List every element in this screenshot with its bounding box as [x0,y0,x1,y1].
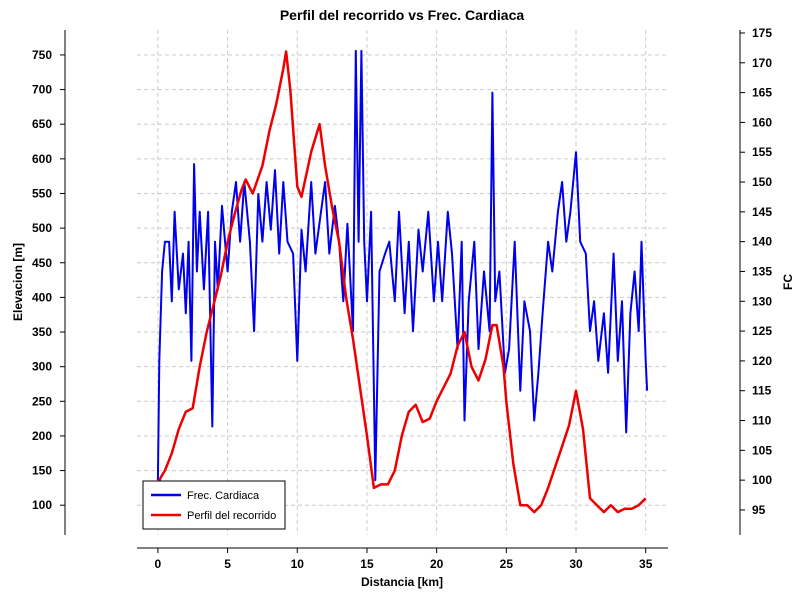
legend-box [142,480,286,530]
y-tick-label: 100 [32,498,52,512]
y-tick-label: 750 [32,48,52,62]
y2-tick-label: 175 [752,26,772,40]
y-tick-label: 200 [32,429,52,443]
x-tick-label: 10 [291,557,305,571]
y2-tick-label: 155 [752,145,772,159]
y2-tick-label: 125 [752,324,772,338]
y-tick-label: 700 [32,83,52,97]
y-tick-label: 350 [32,325,52,339]
y2-tick-label: 120 [752,354,772,368]
series-line [156,50,647,514]
x-tick-label: 15 [360,557,374,571]
y2-tick-label: 135 [752,264,772,278]
y2-tick-label: 110 [752,414,772,428]
y-tick-label: 650 [32,117,52,131]
series-line [156,49,649,482]
x-tick-label: 20 [430,557,444,571]
y2-axis-label: FC [781,274,795,290]
y2-tick-label: 130 [752,294,772,308]
y-tick-label: 500 [32,221,52,235]
legend-label: Perfil del recorrido [187,510,276,522]
y-tick-label: 300 [32,360,52,374]
x-tick-label: 30 [569,557,583,571]
x-tick-label: 5 [224,557,231,571]
y2-tick-label: 140 [752,235,772,249]
y-tick-label: 150 [32,464,52,478]
y-tick-label: 400 [32,290,52,304]
y-tick-label: 250 [32,394,52,408]
x-tick-label: 0 [155,557,162,571]
y2-tick-label: 165 [752,86,772,100]
y-tick-label: 600 [32,152,52,166]
x-tick-label: 25 [500,557,514,571]
chart-title: Perfil del recorrido vs Frec. Cardiaca [280,7,525,23]
y-axis-label: Elevacion [m] [11,243,25,321]
y2-tick-label: 105 [752,443,772,457]
y2-tick-label: 160 [752,115,772,129]
legend-label: Frec. Cardiaca [187,490,260,502]
y2-tick-label: 150 [752,175,772,189]
y2-tick-label: 95 [752,503,766,517]
y2-tick-label: 100 [752,473,772,487]
x-axis-label: Distancia [km] [361,575,443,589]
x-tick-label: 35 [639,557,653,571]
y-tick-label: 450 [32,256,52,270]
y2-tick-label: 115 [752,384,772,398]
y-tick-label: 550 [32,186,52,200]
y2-tick-label: 170 [752,56,772,70]
y2-tick-label: 145 [752,205,772,219]
